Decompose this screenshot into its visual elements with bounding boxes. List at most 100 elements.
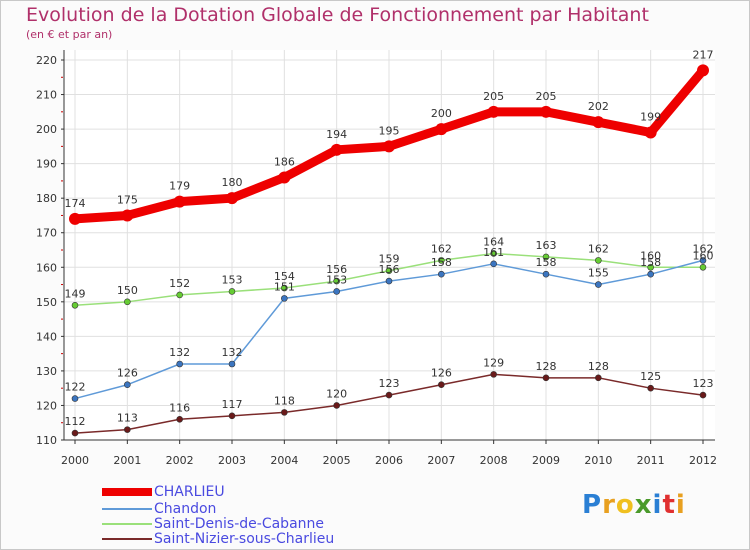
data-label: 162 (693, 242, 714, 255)
data-point (121, 209, 134, 222)
data-label: 159 (379, 253, 400, 266)
data-point (333, 288, 340, 295)
data-label: 161 (483, 246, 504, 259)
legend-swatch (102, 523, 152, 525)
data-label: 125 (640, 370, 661, 383)
data-label: 150 (117, 284, 138, 297)
data-label: 158 (431, 256, 452, 269)
legend-label: CHARLIEU (154, 484, 225, 500)
y-tick-label: 220 (36, 54, 57, 67)
chart-subtitle: (en € et par an) (26, 28, 113, 41)
x-tick-label: 2008 (480, 454, 508, 467)
y-tick-label: 180 (36, 192, 57, 205)
data-label: 158 (640, 256, 661, 269)
data-label: 149 (65, 287, 86, 300)
data-point (281, 284, 288, 292)
y-tick-label: 140 (36, 330, 57, 343)
data-label: 174 (65, 197, 86, 210)
logo-letter: o (615, 490, 635, 520)
data-point (490, 371, 497, 378)
x-tick-label: 2002 (166, 454, 194, 467)
data-label: 200 (431, 107, 452, 120)
data-label: 123 (693, 377, 714, 390)
data-label: 164 (483, 235, 504, 248)
x-tick-label: 2001 (113, 454, 141, 467)
x-tick-label: 2003 (218, 454, 246, 467)
data-point (592, 116, 605, 129)
data-point (438, 270, 445, 278)
x-tick-label: 2009 (532, 454, 560, 467)
data-point (542, 374, 550, 382)
data-point (540, 105, 552, 118)
data-label: 132 (222, 346, 243, 359)
logo-letter: r (602, 490, 616, 520)
y-tick-label: 110 (36, 434, 57, 447)
data-point (333, 402, 340, 409)
data-point (330, 143, 343, 156)
data-label: 199 (640, 111, 661, 124)
data-point (69, 212, 81, 225)
data-label: 156 (379, 263, 400, 276)
data-label: 123 (379, 377, 400, 390)
data-label: 116 (169, 401, 190, 414)
data-label: 126 (431, 367, 452, 380)
data-point (385, 391, 393, 399)
x-tick-label: 2011 (637, 454, 665, 467)
data-label: 217 (693, 48, 714, 61)
y-tick-label: 190 (36, 158, 57, 171)
data-label: 128 (536, 360, 557, 373)
legend-swatch (102, 538, 152, 540)
data-point (647, 384, 654, 392)
data-point (595, 281, 602, 288)
data-label: 153 (326, 273, 347, 286)
data-label: 160 (693, 249, 714, 262)
data-point (490, 260, 497, 268)
data-label: 113 (117, 412, 138, 425)
data-label: 195 (379, 124, 400, 137)
legend-swatch (102, 488, 152, 496)
data-label: 155 (588, 267, 609, 280)
data-point (71, 429, 79, 437)
y-tick-label: 200 (36, 123, 57, 136)
data-label: 151 (274, 280, 295, 293)
data-label: 128 (588, 360, 609, 373)
data-label: 156 (326, 263, 347, 276)
x-tick-label: 2007 (427, 454, 455, 467)
data-point (435, 123, 448, 136)
chart-title: Evolution de la Dotation Globale de Fonc… (26, 4, 649, 26)
data-point (71, 301, 79, 309)
data-label: 205 (483, 90, 504, 103)
x-tick-label: 2000 (61, 454, 89, 467)
legend-item: Chandon (102, 501, 216, 517)
data-point (487, 105, 500, 118)
data-point (697, 64, 709, 77)
y-tick-label: 170 (36, 227, 57, 240)
data-point (385, 277, 393, 285)
data-point (385, 267, 393, 275)
data-label: 175 (117, 193, 138, 206)
y-tick-label: 130 (36, 365, 57, 378)
data-label: 158 (536, 256, 557, 269)
logo-letter: i (652, 490, 663, 520)
data-label: 162 (431, 242, 452, 255)
logo-letter: x (634, 490, 653, 520)
x-tick-label: 2004 (270, 454, 298, 467)
legend-item: Saint-Denis-de-Cabanne (102, 516, 324, 532)
y-tick-label: 160 (36, 261, 57, 274)
data-label: 126 (117, 367, 138, 380)
data-label: 160 (640, 249, 661, 262)
data-point (542, 253, 550, 261)
data-point (124, 298, 131, 306)
data-point (228, 412, 236, 420)
data-point (542, 270, 550, 278)
data-label: 194 (326, 128, 347, 141)
data-label: 153 (222, 273, 243, 286)
logo-letter: t (662, 490, 676, 520)
data-point (176, 415, 183, 423)
data-point (226, 192, 238, 205)
data-point (595, 374, 602, 382)
data-label: 112 (65, 415, 86, 428)
data-label: 205 (536, 90, 557, 103)
data-label: 117 (222, 398, 243, 411)
